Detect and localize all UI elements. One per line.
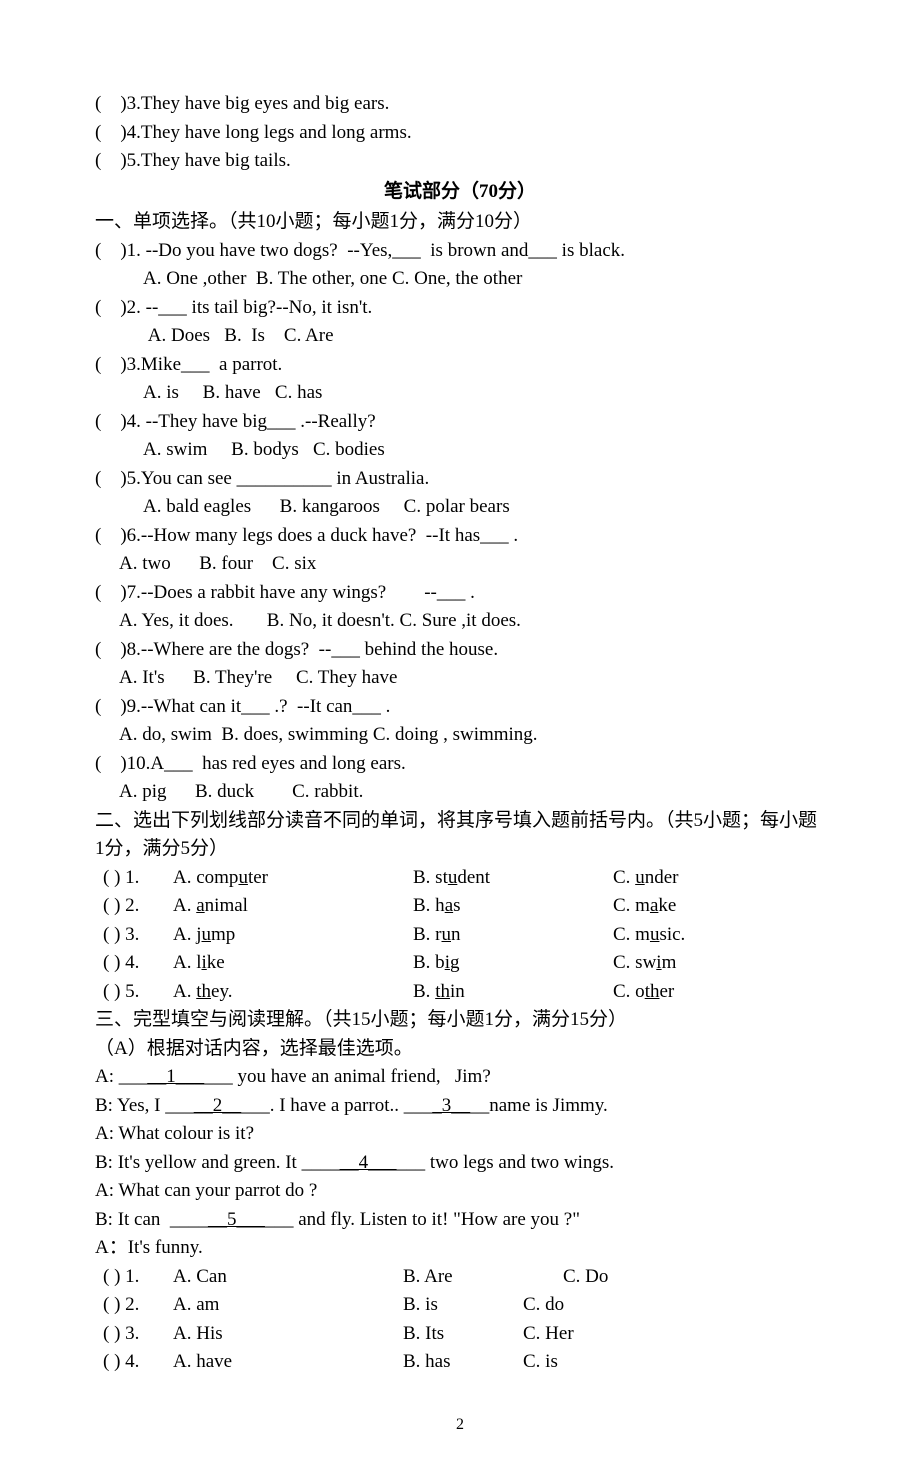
s3-o3-a: A. His <box>173 1320 403 1349</box>
s2-r4-a: A. like <box>173 949 413 978</box>
s2-r1-c: C. under <box>613 864 825 893</box>
s1-q7-options: A. Yes, it does. B. No, it doesn't. C. S… <box>95 607 825 636</box>
s2-r2-b: B. has <box>413 892 613 921</box>
pre-line-4: ( )4.They have long legs and long arms. <box>95 119 825 148</box>
s3-o1-num: ( ) 1. <box>95 1263 173 1292</box>
s1-q3-options: A. is B. have C. has <box>95 379 825 408</box>
s3-o2-a: A. am <box>173 1291 403 1320</box>
s3-o4-a: A. have <box>173 1348 403 1377</box>
s3-o2-num: ( ) 2. <box>95 1291 173 1320</box>
s1-q4: ( )4. --They have big___ .--Really? <box>95 408 825 437</box>
s2-row-5: ( ) 5. A. they. B. thin C. other <box>95 978 825 1007</box>
s2-r4-c: C. swim <box>613 949 825 978</box>
s3-o4-num: ( ) 4. <box>95 1348 173 1377</box>
s3-o3-num: ( ) 3. <box>95 1320 173 1349</box>
s2-r3-b: B. run <box>413 921 613 950</box>
s2-r1-b: B. student <box>413 864 613 893</box>
s1-q2-options: A. Does B. Is C. Are <box>95 322 825 351</box>
s3-opt-4: ( ) 4. A. have B. has C. is <box>95 1348 825 1377</box>
s1-q2: ( )2. --___ its tail big?--No, it isn't. <box>95 294 825 323</box>
s3-o1-c: C. Do <box>563 1263 825 1292</box>
s3-dialog-b1: B: Yes, I _____2_____. I have a parrot..… <box>95 1092 825 1121</box>
s2-r5-a: A. they. <box>173 978 413 1007</box>
s3-o3-c: C. Her <box>523 1320 825 1349</box>
section3-heading: 三、完型填空与阅读理解。（共15小题；每小题1分，满分15分） <box>95 1006 825 1035</box>
s3-opt-1: ( ) 1. A. Can B. Are C. Do <box>95 1263 825 1292</box>
s1-q9-options: A. do, swim B. does, swimming C. doing ,… <box>95 721 825 750</box>
s3-dialog-a1: A: _____1______ you have an animal frien… <box>95 1063 825 1092</box>
s3-o2-c: C. do <box>523 1291 825 1320</box>
s1-q3: ( )3.Mike___ a parrot. <box>95 351 825 380</box>
s3-o1-a: A. Can <box>173 1263 403 1292</box>
s2-r3-c: C. music. <box>613 921 825 950</box>
s1-q1-options: A. One ,other B. The other, one C. One, … <box>95 265 825 294</box>
s1-q10-options: A. pig B. duck C. rabbit. <box>95 778 825 807</box>
s1-q4-options: A. swim B. bodys C. bodies <box>95 436 825 465</box>
s2-row-2: ( ) 2. A. animal B. has C. make <box>95 892 825 921</box>
s2-r4-num: ( ) 4. <box>95 949 173 978</box>
section3-sub: （A）根据对话内容，选择最佳选项。 <box>95 1035 825 1064</box>
s1-q1: ( )1. --Do you have two dogs? --Yes,___ … <box>95 237 825 266</box>
s1-q6-options: A. two B. four C. six <box>95 550 825 579</box>
s2-r5-c: C. other <box>613 978 825 1007</box>
s3-opt-3: ( ) 3. A. His B. Its C. Her <box>95 1320 825 1349</box>
s2-r2-c: C. make <box>613 892 825 921</box>
s2-r1-a: A. computer <box>173 864 413 893</box>
s1-q7: ( )7.--Does a rabbit have any wings? --_… <box>95 579 825 608</box>
s3-o2-b: B. is <box>403 1291 523 1320</box>
written-section-title: 笔试部分（70分） <box>95 178 825 207</box>
s3-opt-2: ( ) 2. A. am B. is C. do <box>95 1291 825 1320</box>
s1-q9: ( )9.--What can it___ .? --It can___ . <box>95 693 825 722</box>
s2-r2-num: ( ) 2. <box>95 892 173 921</box>
s1-q5: ( )5.You can see __________ in Australia… <box>95 465 825 494</box>
s2-row-4: ( ) 4. A. like B. big C. swim <box>95 949 825 978</box>
s3-dialog-a2: A: What colour is it? <box>95 1120 825 1149</box>
s1-q10: ( )10.A___ has red eyes and long ears. <box>95 750 825 779</box>
s3-dialog-b3: B: It can ______5______ and fly. Listen … <box>95 1206 825 1235</box>
s2-r5-b: B. thin <box>413 978 613 1007</box>
s2-r3-num: ( ) 3. <box>95 921 173 950</box>
s1-q5-options: A. bald eagles B. kangaroos C. polar bea… <box>95 493 825 522</box>
s2-row-1: ( ) 1. A. computer B. student C. under <box>95 864 825 893</box>
page-number: 2 <box>95 1413 825 1437</box>
s2-row-3: ( ) 3. A. jump B. run C. music. <box>95 921 825 950</box>
s3-o1-b: B. Are <box>403 1263 563 1292</box>
s2-r5-num: ( ) 5. <box>95 978 173 1007</box>
s3-o4-b: B. has <box>403 1348 523 1377</box>
section1-heading: 一、单项选择。（共10小题；每小题1分，满分10分） <box>95 208 825 237</box>
s3-dialog-a4: A：It's funny. <box>95 1234 825 1263</box>
s2-r3-a: A. jump <box>173 921 413 950</box>
pre-line-3: ( )3.They have big eyes and big ears. <box>95 90 825 119</box>
section2-heading: 二、选出下列划线部分读音不同的单词，将其序号填入题前括号内。（共5小题；每小题1… <box>95 807 825 864</box>
s3-o3-b: B. Its <box>403 1320 523 1349</box>
s1-q8-options: A. It's B. They're C. They have <box>95 664 825 693</box>
s3-dialog-a3: A: What can your parrot do ? <box>95 1177 825 1206</box>
s1-q6: ( )6.--How many legs does a duck have? -… <box>95 522 825 551</box>
s3-o4-c: C. is <box>523 1348 825 1377</box>
pre-line-5: ( )5.They have big tails. <box>95 147 825 176</box>
s2-r4-b: B. big <box>413 949 613 978</box>
s3-dialog-b2: B: It's yellow and green. It ______4____… <box>95 1149 825 1178</box>
s2-r2-a: A. animal <box>173 892 413 921</box>
s2-r1-num: ( ) 1. <box>95 864 173 893</box>
s1-q8: ( )8.--Where are the dogs? --___ behind … <box>95 636 825 665</box>
